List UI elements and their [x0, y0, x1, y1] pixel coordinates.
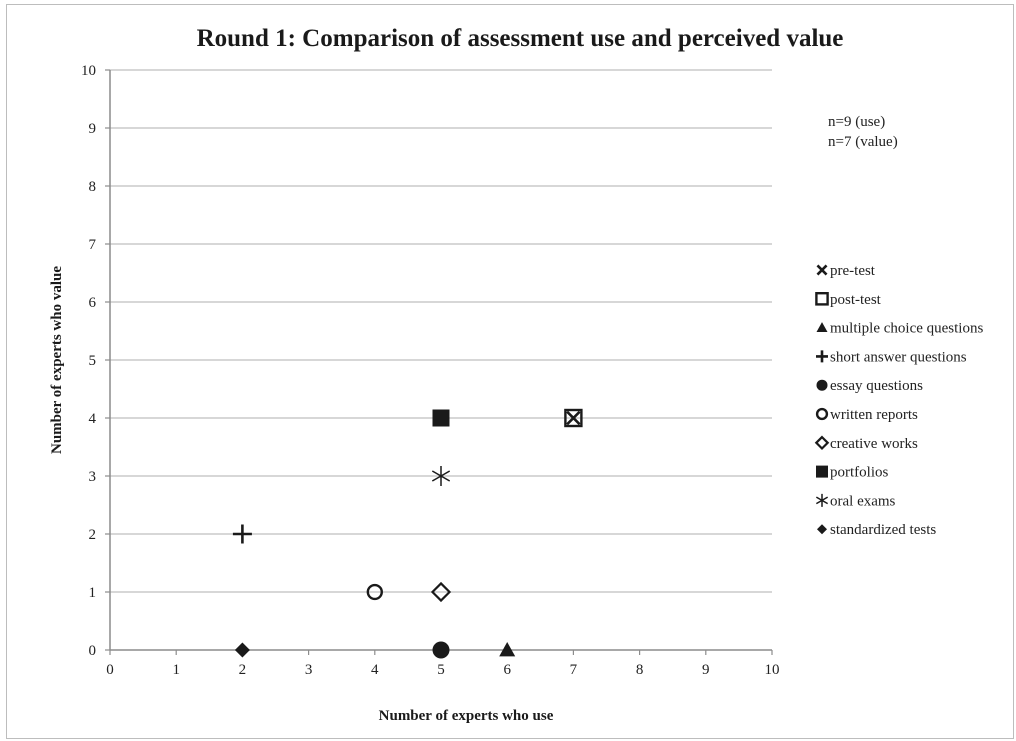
legend-label-portfolios: portfolios [830, 465, 888, 481]
legend-item-oral-exams: oral exams [815, 493, 896, 509]
x-tick-label-1: 1 [172, 662, 180, 678]
y-tick-label-7: 7 [89, 237, 97, 253]
x-tick-label-0: 0 [106, 662, 114, 678]
point-pre-test-0 [566, 410, 581, 426]
axes [105, 69, 773, 655]
y-tick-label-4: 4 [89, 411, 97, 427]
y-axis-title: Number of experts who value [49, 266, 65, 454]
legend-item-multiple-choice-questions: multiple choice questions [816, 321, 983, 337]
legend-item-written-reports: written reports [815, 407, 918, 423]
point-short-answer-questions-0 [232, 524, 252, 544]
legend-item-portfolios: portfolios [816, 465, 888, 481]
chart-title: Round 1: Comparison of assessment use an… [197, 25, 844, 52]
legend-marker-pre-test [816, 264, 828, 276]
x-tick-label-4: 4 [371, 662, 379, 678]
y-tick-label-5: 5 [89, 353, 97, 369]
x-tick-label-8: 8 [636, 662, 644, 678]
legend-marker-portfolios [816, 465, 828, 478]
y-tick-label-1: 1 [89, 585, 97, 601]
y-tick-label-10: 10 [81, 63, 96, 79]
legend-marker-essay-questions [816, 379, 828, 391]
legend-item-short-answer-questions: short answer questions [816, 349, 967, 365]
x-tick-label-2: 2 [239, 662, 247, 678]
legend-label-creative-works: creative works [830, 436, 918, 452]
legend-label-multiple-choice-questions: multiple choice questions [830, 321, 983, 337]
y-tick-label-9: 9 [89, 121, 97, 137]
annotation-n-use: n=9 (use) [828, 114, 885, 130]
data-points [232, 408, 583, 659]
legend-label-pre-test: pre-test [830, 263, 876, 279]
y-tick-label-3: 3 [89, 469, 97, 485]
legend-label-essay-questions: essay questions [830, 378, 923, 394]
legend-marker-short-answer-questions [816, 350, 828, 363]
annotation-note: n=9 (use) n=7 (value) [828, 114, 898, 150]
legend-marker-multiple-choice-questions [816, 322, 828, 332]
legend-marker-oral-exams [815, 493, 829, 507]
legend-item-standardized-tests: standardized tests [817, 522, 936, 538]
legend-item-essay-questions: essay questions [816, 378, 923, 394]
x-tick-label-9: 9 [702, 662, 710, 678]
point-multiple-choice-questions-0 [499, 642, 516, 657]
legend-marker-creative-works [814, 435, 830, 451]
legend-item-creative-works: creative works [814, 435, 918, 452]
tick-labels: 0 1 2 3 4 5 6 7 8 9 10 0 1 2 3 4 5 6 7 8 9 10 [81, 63, 780, 678]
point-essay-questions-0 [432, 641, 450, 659]
point-post-test-0 [564, 408, 583, 428]
legend-label-post-test: post-test [830, 292, 882, 308]
x-tick-label-6: 6 [503, 662, 511, 678]
legend-label-oral-exams: oral exams [830, 493, 896, 509]
x-tick-label-7: 7 [570, 662, 578, 678]
y-tick-label-2: 2 [89, 527, 97, 543]
legend-marker-standardized-tests [817, 524, 827, 535]
legend-marker-post-test [815, 292, 829, 306]
legend-label-written-reports: written reports [830, 407, 918, 423]
grid-lines [110, 69, 772, 593]
legend-label-short-answer-questions: short answer questions [830, 349, 967, 365]
point-oral-exams-0 [431, 466, 451, 486]
y-tick-label-0: 0 [89, 643, 97, 659]
point-portfolios-0 [432, 409, 450, 427]
legend-item-pre-test: pre-test [816, 263, 876, 279]
point-creative-works-0 [430, 581, 452, 603]
point-standardized-tests-0 [234, 642, 250, 658]
legend-marker-written-reports [815, 407, 829, 421]
point-written-reports-0 [366, 583, 383, 601]
legend-item-post-test: post-test [815, 292, 882, 308]
legend-label-standardized-tests: standardized tests [830, 522, 936, 538]
chart-frame [6, 4, 1014, 739]
annotation-n-value: n=7 (value) [828, 134, 898, 150]
legend: pre-test post-test multiple choice questio… [814, 263, 983, 538]
y-tick-label-6: 6 [89, 295, 97, 311]
x-tick-label-10: 10 [765, 662, 780, 678]
x-tick-label-3: 3 [305, 662, 313, 678]
x-tick-label-5: 5 [437, 662, 445, 678]
x-axis-title: Number of experts who use [379, 708, 554, 724]
y-tick-label-8: 8 [89, 179, 97, 195]
